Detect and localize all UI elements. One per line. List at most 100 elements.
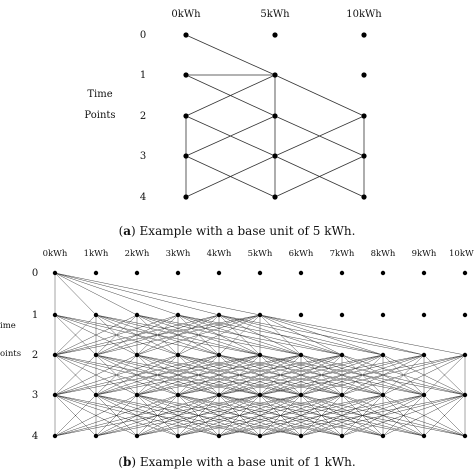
panel-a-node xyxy=(183,113,189,119)
panel-b-node xyxy=(52,270,58,276)
panel-a-node xyxy=(272,153,278,159)
panel-b-edge xyxy=(423,394,466,437)
panel-b-edge xyxy=(54,272,261,316)
panel-a-node xyxy=(361,32,367,38)
panel-b-node xyxy=(298,270,304,276)
panel-b-edge xyxy=(54,394,179,437)
panel-b-edge xyxy=(54,272,220,316)
panel-b-node xyxy=(93,433,99,439)
panel-b-edge xyxy=(259,314,466,356)
panel-b-time-label: 4 xyxy=(32,431,38,442)
panel-b-axis-title: ime xyxy=(0,321,16,331)
panel-b-node xyxy=(216,352,222,358)
panel-b-edge xyxy=(259,394,466,437)
panel-b-caption-text: Example with a base unit of 1 kWh. xyxy=(140,455,356,469)
panel-b-edge xyxy=(54,314,261,356)
panel-b-energy-label: 5kWh xyxy=(248,249,273,259)
panel-b-node xyxy=(339,433,345,439)
panel-a-axis-title: Points xyxy=(84,110,115,121)
panel-b-node xyxy=(134,433,140,439)
panel-b-edge xyxy=(259,354,425,396)
panel-a-node xyxy=(183,72,189,78)
panel-b-nodes xyxy=(52,270,468,439)
panel-a-edge xyxy=(185,115,276,157)
panel-b-node xyxy=(93,312,99,318)
panel-b-caption-letter: b xyxy=(123,455,131,469)
panel-b-edge xyxy=(300,394,466,437)
panel-a-edge xyxy=(274,115,365,157)
panel-b-node xyxy=(134,270,140,276)
panel-a-edge xyxy=(185,74,276,117)
panel-b-node xyxy=(175,433,181,439)
panel-b-edge xyxy=(177,394,343,437)
panel-a-time-label: 4 xyxy=(140,192,146,203)
panel-b-edge xyxy=(95,354,302,396)
panel-b-edge xyxy=(177,354,343,396)
panel-b-edge xyxy=(259,354,466,396)
panel-b-edge xyxy=(136,394,343,437)
panel-a-node xyxy=(183,32,189,38)
panel-b-edge xyxy=(259,314,343,356)
panel-b-node xyxy=(175,270,181,276)
panel-b-time-label: 1 xyxy=(32,310,38,321)
panel-b-edge xyxy=(54,314,138,356)
panel-b-energy-label: 7kWh xyxy=(330,249,355,259)
panel-b-edge xyxy=(54,394,97,437)
panel-b-node xyxy=(421,392,427,398)
panel-b-node xyxy=(298,352,304,358)
panel-b-node xyxy=(462,270,468,276)
panel-b-edge xyxy=(136,394,302,437)
panel-b-node xyxy=(175,312,181,318)
panel-a-time-label: 1 xyxy=(140,70,146,81)
panel-b-edge xyxy=(54,354,220,396)
panel-b-node xyxy=(257,270,263,276)
panel-b-edge xyxy=(54,354,97,396)
panel-b-node xyxy=(257,392,263,398)
panel-b-node xyxy=(421,433,427,439)
panel-b-edge xyxy=(259,314,302,356)
panel-b-node xyxy=(134,352,140,358)
panel-b-node xyxy=(216,312,222,318)
panel-b-edge xyxy=(341,354,466,396)
panel-b-energy-label: 3kWh xyxy=(166,249,191,259)
panel-b-edge xyxy=(218,354,384,396)
panel-a-node xyxy=(361,194,367,200)
panel-b-edge xyxy=(177,394,384,437)
panel-b-node xyxy=(380,352,386,358)
panel-b-edge xyxy=(54,314,220,356)
panel-b-energy-label: 4kWh xyxy=(207,249,232,259)
panel-b-node xyxy=(421,352,427,358)
panel-b-edge xyxy=(382,354,466,396)
panel-a-edge xyxy=(274,74,365,117)
panel-a-node xyxy=(272,113,278,119)
panel-b-node xyxy=(339,392,345,398)
panel-b-node xyxy=(93,352,99,358)
panel-b-edge xyxy=(259,314,425,356)
panel-b-edge xyxy=(136,354,343,396)
panel-b-node xyxy=(175,392,181,398)
panel-b-energy-label: 1kWh xyxy=(84,249,109,259)
panel-b-node xyxy=(380,270,386,276)
panel-b-edge xyxy=(259,394,425,437)
panel-b-edge xyxy=(95,394,261,437)
panel-b-edge xyxy=(54,314,179,356)
panel-b-node xyxy=(298,433,304,439)
panel-b-energy-label: 8kWh xyxy=(371,249,396,259)
panel-a-node xyxy=(272,72,278,78)
panel-b-edge xyxy=(177,354,384,396)
panel-a-node xyxy=(361,153,367,159)
panel-b-edge xyxy=(136,314,261,356)
panel-b-energy-label: 10kWh xyxy=(449,249,474,259)
panel-b-node xyxy=(380,433,386,439)
panel-b-edges xyxy=(54,272,466,437)
panel-b-node xyxy=(134,312,140,318)
panel-b-node xyxy=(462,312,468,318)
panel-b-node xyxy=(216,392,222,398)
panel-b-energy-label: 6kWh xyxy=(289,249,314,259)
panel-a-axis-title: Time xyxy=(87,89,112,100)
panel-b-edge xyxy=(300,354,466,396)
panel-b-edge xyxy=(423,354,466,396)
panel-b-node xyxy=(298,392,304,398)
panel-a-time-label: 3 xyxy=(140,151,146,162)
panel-b-edge xyxy=(218,314,261,356)
